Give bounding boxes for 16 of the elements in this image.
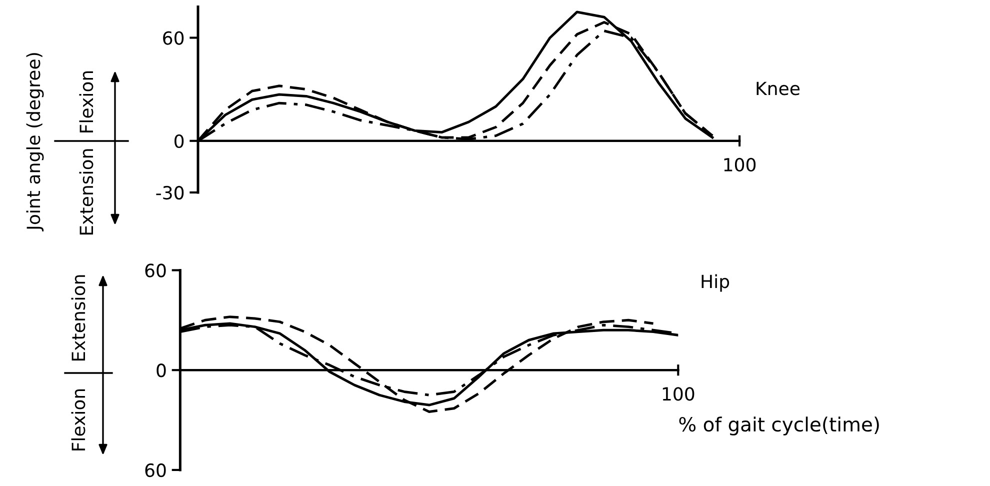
text: Flexion	[79, 71, 94, 132]
annotation: 100	[662, 387, 694, 401]
y-tick-label: 60	[163, 31, 184, 45]
y-tick-label: 60	[145, 463, 166, 478]
y-axis-title: Joint angle (degree)	[26, 53, 44, 232]
x-axis-title: % of gait cycle(time)	[679, 416, 879, 436]
y-tick-label: -30	[156, 186, 184, 200]
text: Flexion	[71, 389, 86, 450]
annotation: 100	[724, 158, 756, 172]
y-tick-label: 0	[156, 364, 166, 378]
y-tick-label: 0	[174, 134, 184, 148]
text: Extension	[71, 275, 86, 361]
y-tick-label: 60	[145, 264, 166, 278]
text: Knee	[756, 82, 800, 96]
text: Hip	[702, 274, 730, 292]
text: Extension	[79, 149, 94, 235]
